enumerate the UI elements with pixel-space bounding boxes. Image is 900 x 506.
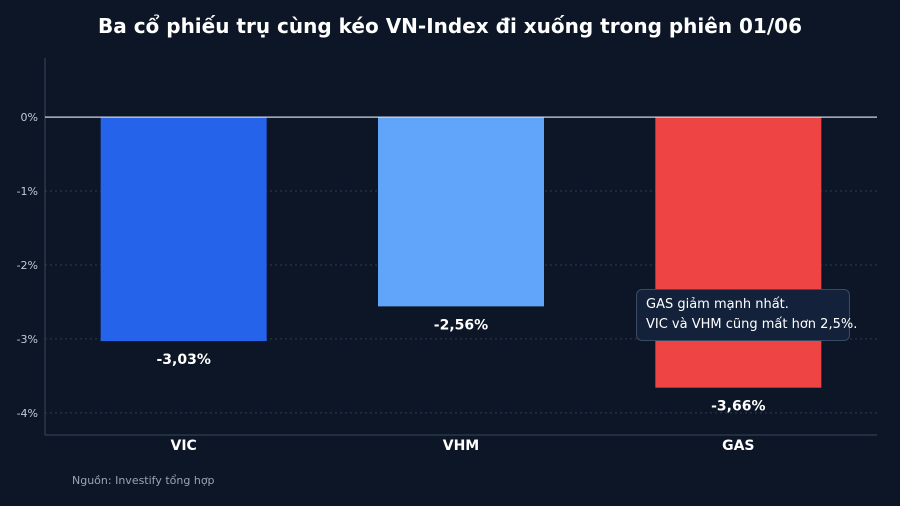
bar-vic [100, 117, 267, 342]
data-label: -3,66% [711, 399, 765, 415]
y-tick-label: -3% [17, 333, 38, 346]
y-tick-label: -4% [17, 407, 38, 420]
annotation-line-2: VIC và VHM cũng mất hơn 2,5%. [646, 317, 858, 332]
chart-title: Ba cổ phiếu trụ cùng kéo VN-Index đi xuố… [97, 14, 802, 38]
x-tick-label: GAS [722, 438, 754, 454]
annotation-box: GAS giảm mạnh nhất. VIC và VHM cũng mất … [636, 289, 858, 341]
data-label: -3,03% [156, 352, 210, 368]
bar-gas [655, 117, 822, 388]
y-tick-label: -1% [17, 185, 38, 198]
x-tick-label: VIC [171, 438, 197, 454]
x-tick-label: VHM [443, 438, 479, 454]
y-tick-label: -2% [17, 259, 38, 272]
annotation-line-1: GAS giảm mạnh nhất. [646, 297, 789, 312]
data-label: -2,56% [434, 317, 488, 333]
source-note: Nguồn: Investify tổng hợp [72, 474, 215, 487]
bar-vhm [378, 117, 544, 307]
y-tick-label: 0% [21, 111, 38, 124]
